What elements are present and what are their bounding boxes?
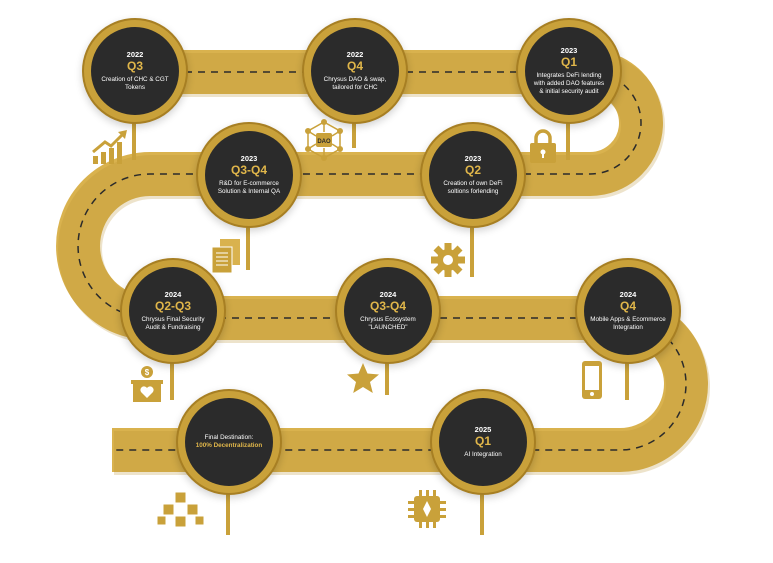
milestone-year: 2023 <box>560 46 578 55</box>
milestone-description: Mobile Apps & Ecommerce Integration <box>590 316 666 331</box>
milestone-description: AI Integration <box>464 451 502 458</box>
svg-text:$: $ <box>145 368 150 377</box>
milestone-description: R&D for E-commerce Solution & Internal Q… <box>217 180 281 195</box>
milestone-final-destination: Final Destination: 100% Decentralization <box>185 398 273 486</box>
stem-6 <box>170 350 174 400</box>
milestone-2023-q2: 2023 Q2 Creation of own DeFi soltions fo… <box>429 131 517 219</box>
milestone-2024-q4: 2024 Q4 Mobile Apps & Ecommerce Integrat… <box>584 267 672 355</box>
milestone-description: Chrysus Final Security Audit & Fundraisi… <box>141 316 205 331</box>
milestone-year: 2022 <box>346 50 364 59</box>
milestone-2022-q3: 2022 Q3 Creation of CHC & CGT Tokens <box>91 27 179 115</box>
stem-3 <box>566 112 570 160</box>
milestone-year: 2023 <box>240 154 258 163</box>
dao-network-icon: DAO <box>305 119 343 161</box>
milestone-2023-q3-q4: 2023 Q3-Q4 R&D for E-commerce Solution &… <box>205 131 293 219</box>
stem-4 <box>246 215 250 270</box>
milestone-quarter: Q2 <box>464 163 481 177</box>
dao-label: DAO <box>317 139 331 145</box>
star-icon <box>347 363 379 393</box>
milestone-description: Creation of own DeFi soltions forlending <box>443 180 503 195</box>
milestone-2025-q1: 2025 Q1 AI Integration <box>439 398 527 486</box>
stem-10 <box>480 480 484 535</box>
milestone-description: Final Destination: <box>204 434 254 441</box>
milestone-2023-q1: 2023 Q1 Integrates DeFi lending with add… <box>525 27 613 115</box>
milestone-year: 2022 <box>126 50 144 59</box>
stem-8 <box>625 350 629 400</box>
milestone-2024-q2-q3: 2024 Q2-Q3 Chrysus Final Security Audit … <box>129 267 217 355</box>
milestone-quarter: Q1 <box>474 434 491 448</box>
stem-9 <box>226 480 230 535</box>
milestone-year: 2024 <box>379 290 397 299</box>
documents-icon <box>211 239 240 274</box>
growth-chart-icon <box>92 130 127 164</box>
smartphone-icon <box>582 361 602 399</box>
milestone-highlight: 100% Decentralization <box>195 442 263 449</box>
milestone-quarter: Q1 <box>560 55 577 69</box>
road-dashes <box>77 71 687 451</box>
milestone-quarter: Q3-Q4 <box>230 163 267 177</box>
road-edge <box>58 53 710 475</box>
stem-7 <box>385 350 389 395</box>
blockchain-blocks-icon <box>157 491 205 528</box>
milestone-description: Integrates DeFi lending with added DAO f… <box>533 72 605 95</box>
stem-5 <box>470 215 474 277</box>
milestone-description: Creation of CHC & CGT Tokens <box>101 76 169 91</box>
milestone-year: 2023 <box>464 154 482 163</box>
milestone-quarter: Q2-Q3 <box>154 299 191 313</box>
gear-icon <box>431 243 465 277</box>
stem-1 <box>132 112 136 160</box>
donation-box-icon: $ <box>131 366 163 402</box>
milestone-description: Chrysus DAO & swap, tailored for CHC <box>323 76 387 91</box>
milestone-quarter: Q3 <box>126 59 143 73</box>
milestone-year: 2024 <box>619 290 637 299</box>
milestone-year: 2025 <box>474 425 492 434</box>
milestone-quarter: Q4 <box>346 59 363 73</box>
milestone-2022-q4: 2022 Q4 Chrysus DAO & swap, tailored for… <box>311 27 399 115</box>
lock-icon <box>530 129 556 163</box>
milestone-quarter: Q4 <box>619 299 636 313</box>
ai-chip-icon <box>408 490 446 528</box>
milestone-description: Chrysus Ecosystem "LAUNCHED" <box>360 316 416 331</box>
milestone-year: 2024 <box>164 290 182 299</box>
milestone-2024-q3-q4: 2024 Q3-Q4 Chrysus Ecosystem "LAUNCHED" <box>344 267 432 355</box>
stem-2 <box>352 112 356 148</box>
milestone-quarter: Q3-Q4 <box>369 299 406 313</box>
